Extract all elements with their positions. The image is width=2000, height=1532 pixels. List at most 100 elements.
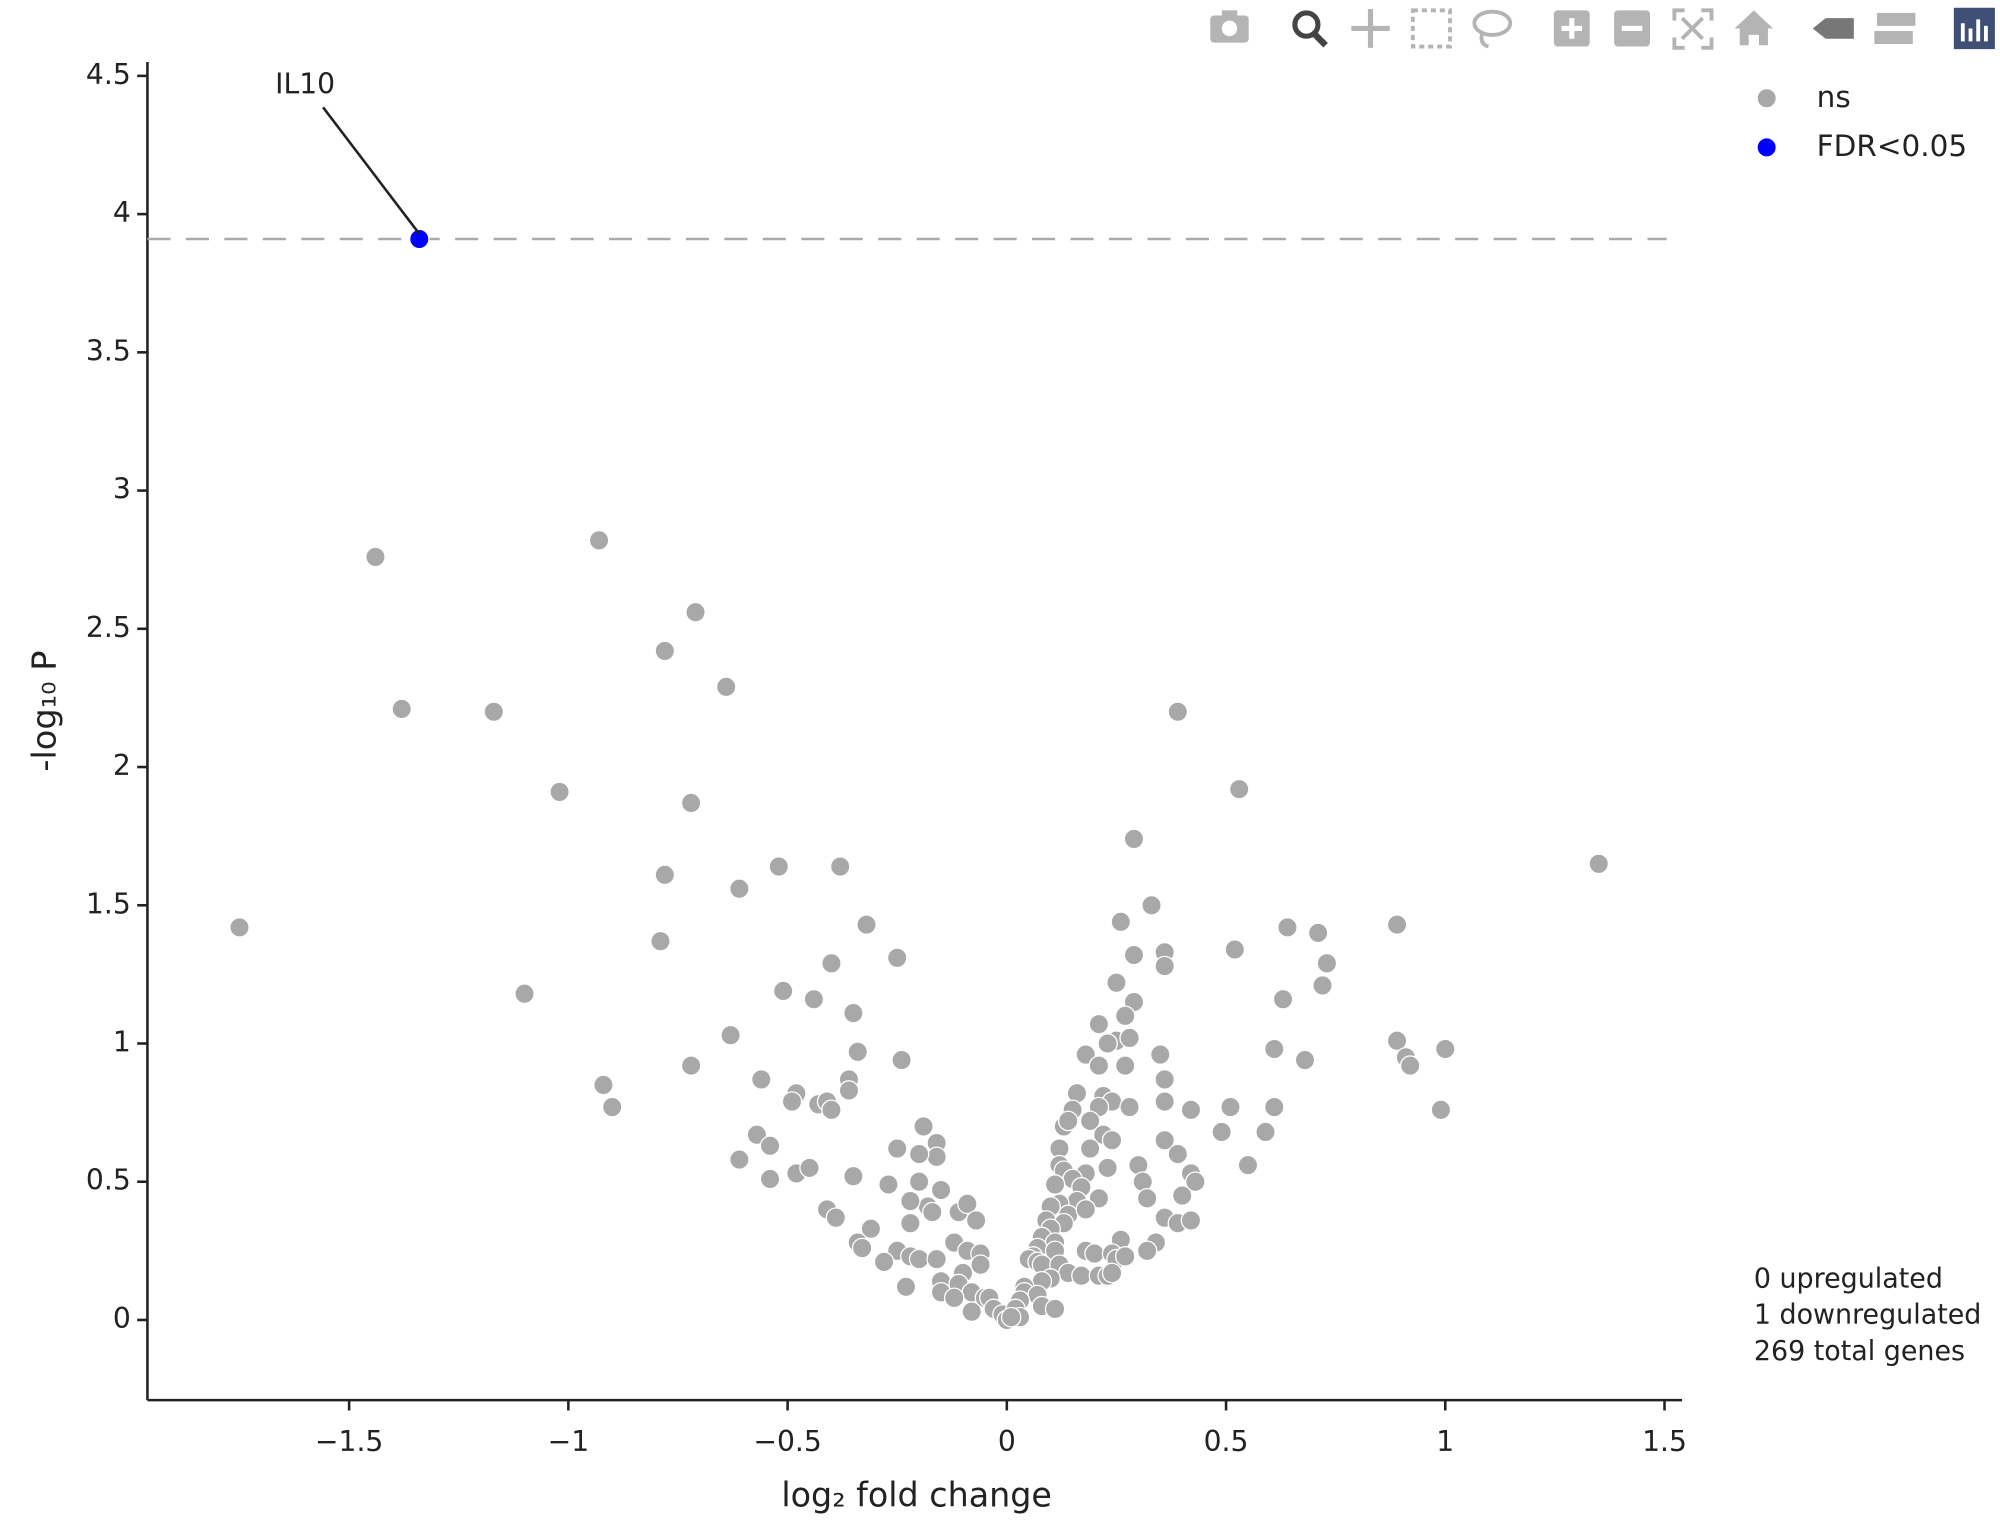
point — [588, 529, 610, 551]
point — [1264, 1096, 1285, 1118]
autoscale-button[interactable] — [1672, 8, 1714, 50]
point — [680, 792, 702, 814]
point — [970, 1254, 991, 1276]
point — [961, 1301, 983, 1323]
point — [1228, 778, 1250, 800]
y-tick-label: 2 — [113, 749, 131, 782]
point — [1180, 1099, 1202, 1121]
x-tick-label: 0 — [998, 1425, 1016, 1458]
box-select-button[interactable] — [1410, 8, 1452, 49]
point — [1097, 1033, 1118, 1054]
point — [825, 1207, 847, 1229]
x-tick-label: 1.5 — [1642, 1425, 1687, 1458]
point — [1171, 1185, 1193, 1206]
legend-marker — [1756, 87, 1777, 109]
point — [851, 1237, 873, 1259]
point — [1430, 1099, 1452, 1121]
compare-button[interactable] — [1874, 12, 1916, 44]
zoom-out-button[interactable] — [1614, 10, 1650, 47]
point — [908, 1248, 930, 1270]
y-tick-label: 0.5 — [86, 1164, 131, 1197]
series — [409, 228, 430, 250]
point — [1114, 1246, 1136, 1267]
point — [873, 1251, 895, 1273]
point — [1123, 944, 1145, 966]
point — [654, 640, 676, 662]
point — [1084, 1243, 1105, 1264]
point — [391, 698, 412, 720]
x-axis-title: log₂ fold change — [781, 1476, 1052, 1515]
summary-line: 269 total genes — [1754, 1336, 1965, 1367]
point — [908, 1143, 930, 1165]
point — [1106, 972, 1127, 994]
point — [926, 1248, 947, 1270]
point — [1114, 1005, 1136, 1027]
point — [1588, 853, 1610, 875]
point — [1386, 1030, 1408, 1052]
legend-label: ns — [1817, 80, 1851, 114]
point — [1044, 1298, 1066, 1320]
x-tick-label: 0.5 — [1204, 1425, 1249, 1458]
point — [1220, 1096, 1241, 1118]
summary-line: 0 upregulated — [1754, 1263, 1943, 1294]
point — [1180, 1210, 1202, 1231]
legend-label: FDR<0.05 — [1817, 129, 1968, 163]
point — [1294, 1049, 1316, 1071]
point — [1435, 1038, 1456, 1060]
point — [680, 1055, 702, 1076]
point — [1312, 975, 1333, 996]
point — [1088, 1013, 1110, 1035]
point — [930, 1179, 952, 1201]
point — [715, 676, 737, 698]
series — [229, 529, 1610, 1331]
zoom-in-button[interactable] — [1553, 10, 1590, 47]
y-tick-label: 4 — [113, 196, 131, 229]
x-tick-label: 1 — [1436, 1425, 1454, 1458]
zoom-button[interactable] — [1292, 10, 1328, 48]
reset-button[interactable] — [1734, 10, 1774, 46]
point — [829, 856, 851, 877]
y-tick-label: 4.5 — [86, 58, 131, 91]
point — [409, 228, 430, 250]
y-tick-label: 1 — [113, 1025, 131, 1058]
point — [1167, 701, 1189, 723]
point — [549, 781, 570, 803]
point — [1079, 1110, 1101, 1132]
point — [720, 1024, 741, 1046]
y-tick-label: 2.5 — [86, 611, 131, 644]
camera-button[interactable] — [1210, 10, 1249, 43]
point — [895, 1276, 917, 1298]
point — [843, 1002, 864, 1024]
pan-button[interactable] — [1351, 9, 1390, 48]
y-tick-label: 1.5 — [86, 887, 131, 920]
y-tick-label: 3 — [113, 472, 131, 505]
lasso-button[interactable] — [1472, 9, 1513, 49]
point — [483, 701, 505, 723]
point — [1272, 988, 1294, 1010]
point — [821, 1099, 842, 1121]
point — [886, 947, 908, 969]
point — [1075, 1199, 1097, 1220]
point — [1044, 1174, 1066, 1195]
point — [803, 988, 825, 1010]
point — [856, 914, 877, 935]
point — [838, 1080, 860, 1101]
point — [685, 601, 706, 623]
point — [650, 930, 671, 952]
point — [1088, 1187, 1110, 1209]
point — [729, 878, 750, 900]
spike-button[interactable] — [1812, 18, 1854, 39]
point — [1123, 828, 1145, 850]
point — [926, 1146, 947, 1168]
point — [729, 1149, 750, 1170]
point — [365, 546, 386, 568]
point — [768, 856, 790, 877]
plotly-logo[interactable] — [1953, 7, 1995, 50]
point — [1154, 1129, 1175, 1151]
x-tick-label: −1 — [548, 1425, 590, 1458]
point — [1119, 1027, 1140, 1049]
point — [965, 1210, 987, 1231]
point — [1307, 922, 1329, 944]
